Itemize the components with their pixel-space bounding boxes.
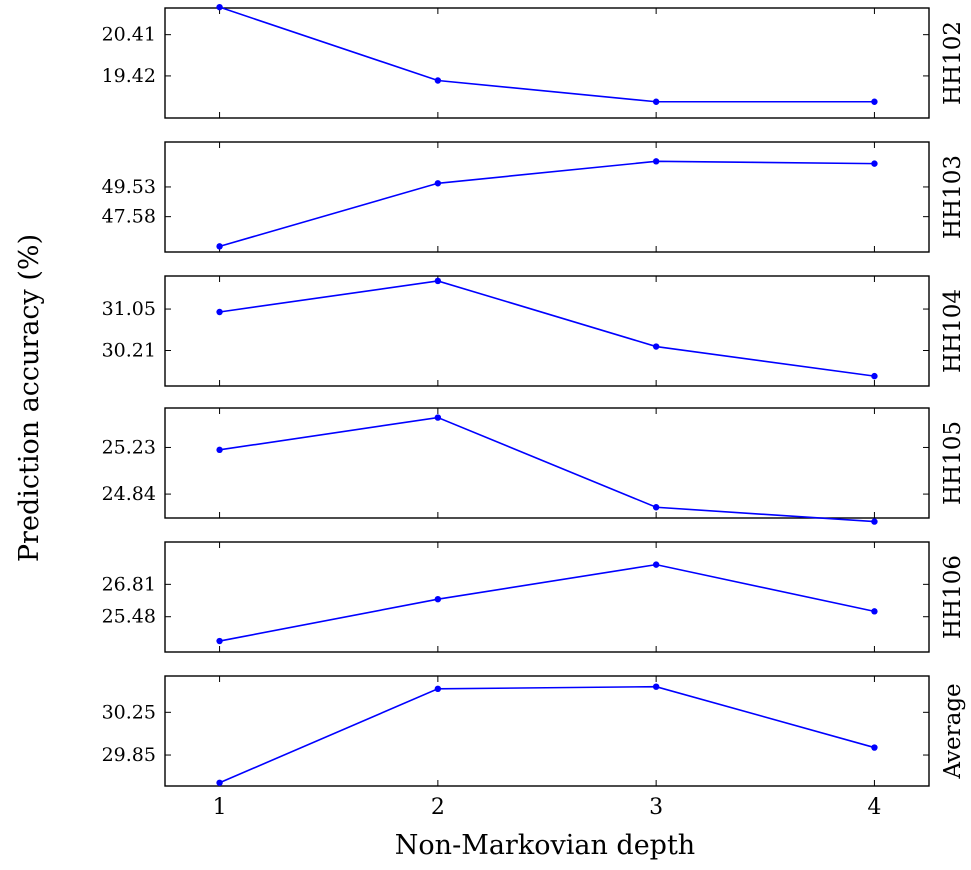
panel-label: HH102 <box>940 21 966 105</box>
data-point <box>871 518 878 525</box>
panel-average: 30.25 29.85 Average <box>102 675 966 787</box>
y-tick-label: 25.48 <box>102 606 156 628</box>
data-point <box>434 277 442 285</box>
y-tick-label: 30.21 <box>102 339 156 361</box>
data-point <box>434 414 442 421</box>
panel-hh103: 49.53 47.58 HH103 <box>102 141 966 253</box>
y-tick-label: 19.42 <box>102 65 156 87</box>
data-point <box>216 243 223 250</box>
y-tick-label: 49.53 <box>102 176 156 198</box>
data-point <box>871 608 878 615</box>
data-point <box>871 744 878 751</box>
x-tick-label: 2 <box>431 795 445 820</box>
data-point <box>652 561 660 568</box>
data-point <box>652 158 660 165</box>
data-point <box>652 98 660 105</box>
y-tick-label: 30.25 <box>102 701 156 723</box>
panel-hh104: 31.05 30.21 HH104 <box>102 275 966 387</box>
panel-frame <box>164 7 930 119</box>
data-point <box>216 308 223 316</box>
panel-label: HH105 <box>940 421 966 505</box>
panel-frame <box>164 407 930 519</box>
panel-frame <box>164 675 930 787</box>
y-tick-label: 47.58 <box>102 206 156 228</box>
y-axis-label: Prediction accuracy (%) <box>14 234 45 562</box>
data-point <box>216 446 223 454</box>
panel-label: HH106 <box>940 555 966 639</box>
series-line <box>219 563 875 642</box>
data-point <box>216 3 223 11</box>
y-tick-label: 24.84 <box>102 483 156 505</box>
y-tick-label: 29.85 <box>102 744 156 766</box>
panel-hh105: 25.23 24.84 HH105 <box>102 407 966 525</box>
data-point <box>434 595 442 603</box>
panel-frame <box>164 141 930 253</box>
data-point <box>216 637 223 645</box>
panel-hh106: 26.81 25.48 HH106 <box>102 541 966 653</box>
data-point <box>871 372 878 380</box>
series-line <box>219 160 875 248</box>
data-point <box>871 98 878 105</box>
panel-label: Average <box>940 683 966 779</box>
data-point <box>652 683 660 690</box>
data-point <box>652 343 660 350</box>
y-tick-label: 20.41 <box>102 24 156 46</box>
panel-frame <box>164 275 930 387</box>
y-tick-label: 31.05 <box>102 298 156 320</box>
panel-hh102: 20.41 19.42 HH102 <box>102 3 966 119</box>
series-line <box>219 6 875 103</box>
data-point <box>434 180 442 187</box>
y-tick-label: 26.81 <box>102 573 156 595</box>
data-point <box>216 779 223 786</box>
series-line <box>219 685 875 784</box>
data-point <box>652 504 660 511</box>
data-point <box>434 77 442 84</box>
x-axis-label: Non-Markovian depth <box>395 830 695 861</box>
y-tick-label: 25.23 <box>102 436 156 458</box>
data-point <box>434 685 442 693</box>
chart-panels: 20.41 19.42 HH102 49.53 47.58 HH103 31.05 30.21… <box>102 3 966 820</box>
x-tick-label: 3 <box>649 795 663 820</box>
panel-label: HH103 <box>940 155 966 239</box>
panel-frame <box>164 541 930 653</box>
series-line <box>219 280 875 377</box>
panel-label: HH104 <box>940 289 966 373</box>
x-tick-label: 4 <box>867 795 881 820</box>
series-line <box>219 416 875 523</box>
data-point <box>871 160 878 167</box>
x-tick-label: 1 <box>213 795 227 820</box>
